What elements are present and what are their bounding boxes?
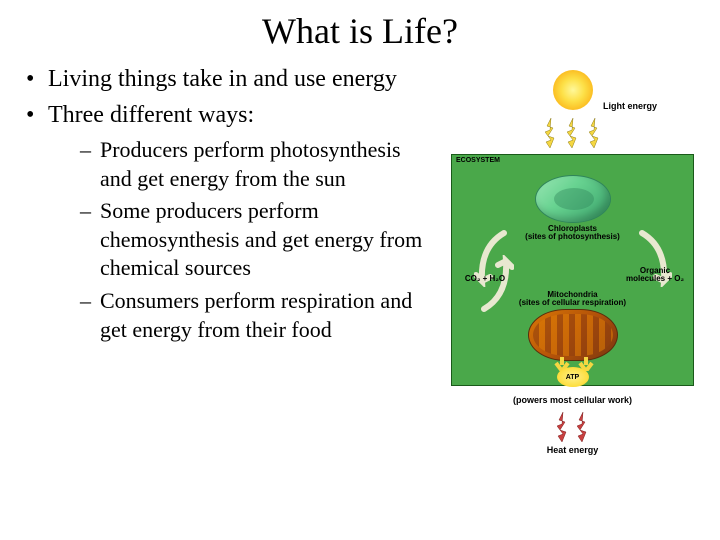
mitochondria-icon (528, 309, 618, 361)
heat-arrow-icon (577, 412, 589, 442)
chloroplast-label: Chloroplasts (sites of photosynthesis) (503, 225, 643, 242)
content-row: Living things take in and use energy Thr… (0, 64, 720, 464)
main-bullet-list: Living things take in and use energy Thr… (20, 64, 437, 344)
light-energy-label: Light energy (603, 102, 657, 112)
sub-bullet-item: Producers perform photosynthesis and get… (76, 136, 437, 193)
co2-h2o-label: CO₂ + H₂O (456, 275, 514, 283)
powers-label: (powers most cellular work) (483, 396, 663, 406)
sub-bullet-item: Consumers perform respiration and get en… (76, 287, 437, 344)
ecosystem-box: ECOSYSTEM Chloroplasts (sites of photosy… (451, 154, 694, 386)
organic-o2-label: Organic molecules + O₂ (619, 267, 691, 284)
page-title: What is Life? (0, 0, 720, 64)
atp-icon: ATP (557, 367, 589, 387)
bullet-text: Three different ways: (48, 102, 254, 128)
energy-diagram: Light energy ECOSYSTEM Chloroplasts (sit… (445, 64, 700, 464)
light-arrow-icon (567, 118, 579, 148)
ecosystem-label: ECOSYSTEM (456, 157, 500, 164)
sub-bullet-list: Producers perform photosynthesis and get… (48, 136, 437, 344)
diagram-column: Light energy ECOSYSTEM Chloroplasts (sit… (445, 64, 700, 464)
chloroplast-icon (535, 175, 611, 223)
light-arrow-icon (589, 118, 601, 148)
chloroplast-label-line2: (sites of photosynthesis) (525, 232, 620, 241)
heat-energy-label: Heat energy (547, 446, 599, 456)
light-arrow-icon (545, 118, 557, 148)
bullet-item: Living things take in and use energy (20, 64, 437, 94)
mito-line2: (sites of cellular respiration) (519, 298, 626, 307)
mitochondria-label: Mitochondria (sites of cellular respirat… (498, 291, 648, 308)
sun-icon (553, 70, 593, 110)
heat-arrow-icon (557, 412, 569, 442)
bullet-item: Three different ways: Producers perform … (20, 100, 437, 344)
sub-bullet-item: Some producers perform chemosynthesis an… (76, 197, 437, 283)
organic-line2: molecules + O₂ (626, 274, 684, 283)
text-column: Living things take in and use energy Thr… (20, 64, 445, 464)
